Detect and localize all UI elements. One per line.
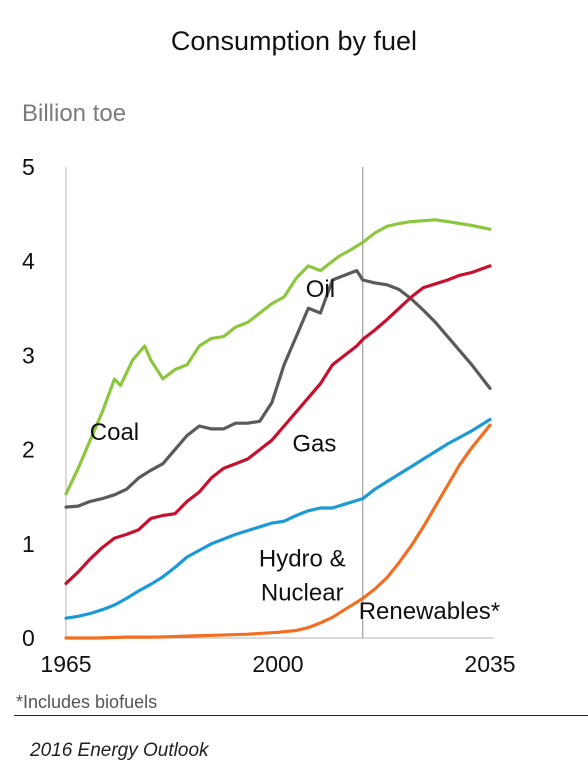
y-tick-label: 4 <box>22 248 35 274</box>
series-line-gas <box>64 264 492 585</box>
y-tick-label: 2 <box>22 437 35 463</box>
footnote: *Includes biofuels <box>16 692 158 712</box>
series-label: Renewables* <box>359 598 500 625</box>
y-tick-label: 5 <box>22 154 35 180</box>
series-label: Coal <box>90 419 139 446</box>
divider-line <box>14 715 588 716</box>
series-line-hydro-nuclear <box>64 417 492 620</box>
chart-title: Consumption by fuel <box>170 26 418 56</box>
series-line-coal <box>64 269 492 509</box>
series-line-renewables <box>64 423 492 640</box>
y-tick-label: 0 <box>22 625 35 651</box>
x-tick-label: 1965 <box>40 651 91 677</box>
line-chart: 0 1 2 3 4 5 1965 2000 2035 Oil Coal Gas Hydro & Nucle… <box>22 154 516 677</box>
series-label: Hydro & <box>259 545 346 572</box>
source-caption: 2016 Energy Outlook <box>30 740 209 761</box>
series-label: Nuclear <box>261 579 344 606</box>
x-tick-label: 2000 <box>252 651 303 677</box>
y-axis-label: Billion toe <box>22 100 127 127</box>
series-label: Gas <box>292 430 336 457</box>
x-tick-label: 2035 <box>464 651 515 677</box>
series-line-oil <box>64 218 492 496</box>
y-tick-label: 1 <box>22 531 35 557</box>
series-label: Oil <box>306 276 335 303</box>
y-tick-label: 3 <box>22 342 35 368</box>
